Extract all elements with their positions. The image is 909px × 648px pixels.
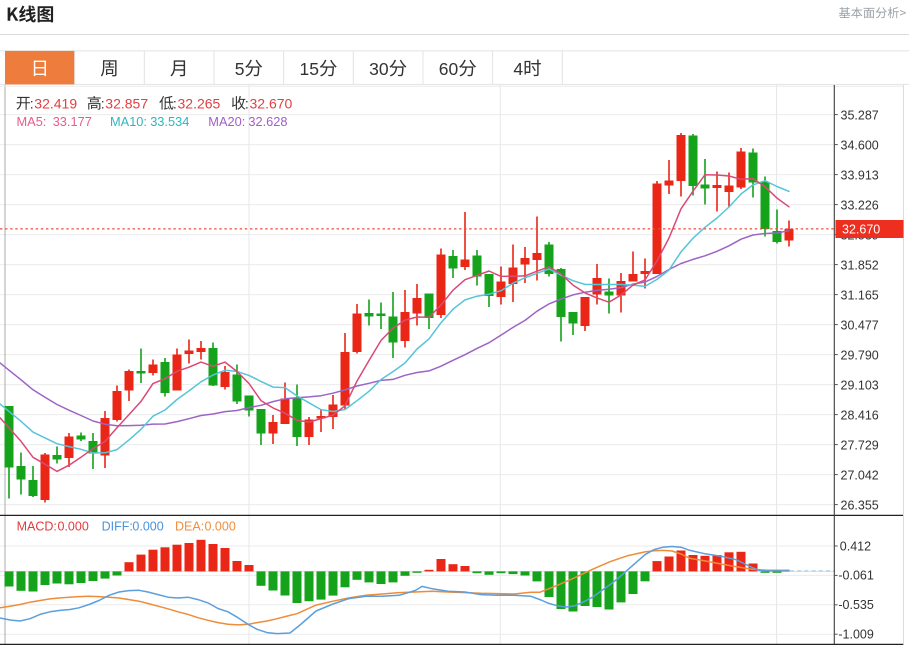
svg-text:32.857: 32.857 (105, 95, 148, 111)
svg-text:-0.535: -0.535 (838, 598, 873, 612)
svg-text:31.852: 31.852 (841, 258, 879, 272)
svg-text:60: 60 (439, 59, 459, 79)
svg-text:31.165: 31.165 (841, 288, 879, 302)
svg-text:32.670: 32.670 (250, 95, 293, 111)
svg-text:33.177: 33.177 (53, 114, 92, 129)
svg-text:33.913: 33.913 (841, 168, 879, 182)
svg-text:MA10:: MA10: (110, 114, 147, 129)
svg-text:34.600: 34.600 (841, 138, 879, 152)
svg-text:32.670: 32.670 (842, 222, 880, 236)
svg-text:5: 5 (235, 59, 245, 79)
svg-text::: : (245, 95, 249, 111)
svg-text::: : (101, 95, 105, 111)
svg-text:33.226: 33.226 (841, 198, 879, 212)
svg-text:32.265: 32.265 (178, 95, 221, 111)
svg-text:28.416: 28.416 (841, 408, 879, 422)
svg-text:29.103: 29.103 (841, 378, 879, 392)
svg-text:0.000: 0.000 (132, 520, 163, 534)
svg-text:27.729: 27.729 (841, 438, 879, 452)
svg-text:32.628: 32.628 (248, 114, 287, 129)
svg-text:15: 15 (299, 59, 318, 79)
svg-text::: : (173, 95, 177, 111)
svg-text:MA20:: MA20: (208, 114, 245, 129)
svg-text:DEA:: DEA: (175, 520, 204, 534)
svg-text:30.477: 30.477 (841, 318, 879, 332)
svg-text:0.412: 0.412 (840, 539, 871, 553)
svg-text:35.287: 35.287 (841, 108, 879, 122)
svg-text:32.419: 32.419 (34, 95, 77, 111)
svg-text:30: 30 (369, 59, 389, 79)
svg-text:-1.009: -1.009 (838, 628, 873, 642)
svg-text:MACD:: MACD: (17, 520, 57, 534)
svg-text:-0.061: -0.061 (838, 569, 873, 583)
svg-text:27.042: 27.042 (841, 468, 879, 482)
svg-text:MA5:: MA5: (17, 114, 47, 129)
svg-text:DIFF:: DIFF: (102, 520, 133, 534)
svg-text:29.790: 29.790 (841, 348, 879, 362)
svg-text:33.534: 33.534 (150, 114, 189, 129)
svg-text:0.000: 0.000 (58, 520, 89, 534)
svg-text:0.000: 0.000 (205, 520, 236, 534)
svg-text:26.355: 26.355 (841, 498, 879, 512)
svg-text::: : (30, 95, 34, 111)
svg-text:4: 4 (513, 59, 523, 79)
